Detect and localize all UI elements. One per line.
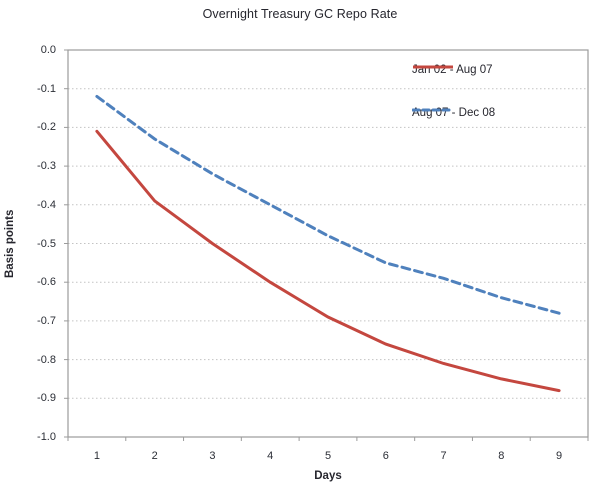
y-tick-label: -0.1 [37,82,56,95]
x-tick-label: 5 [324,450,332,462]
plot-border [67,49,589,438]
x-tick-label: 4 [267,450,274,462]
y-tick-label: -0.6 [37,276,56,289]
y-tick-label: -1.0 [37,431,56,443]
y-tick-label: -0.2 [37,121,56,134]
x-tick-label: 7 [440,450,447,462]
y-tick-label: 0.0 [40,44,56,56]
legend-item-jan02-aug07: Jan 02 - Aug 07 [412,63,493,77]
blue-dashed-line-swatch [412,108,454,112]
y-tick-label: -0.7 [37,314,56,327]
red-solid-line-swatch [413,65,453,69]
y-tick-label: -0.4 [37,198,56,211]
x-tick-label: 9 [556,450,563,462]
y-tick-label: -0.9 [37,392,56,405]
x-tick-label: 8 [498,450,505,462]
x-tick-label: 6 [382,450,389,462]
y-tick-label: -0.5 [37,237,56,250]
series-line-0 [95,129,561,393]
x-tick-label: 1 [93,450,100,462]
chart-title: Overnight Treasury GC Repo Rate [202,7,398,21]
x-tick-label: 3 [209,450,216,462]
x-axis-title: Days [314,470,342,482]
series-line-1 [95,94,561,315]
legend-item-aug07-dec08: Aug 07 - Dec 08 [412,106,495,120]
x-tick-label: 2 [151,450,158,462]
y-tick-label: -0.8 [37,353,56,366]
y-tick-label: -0.3 [37,160,56,173]
